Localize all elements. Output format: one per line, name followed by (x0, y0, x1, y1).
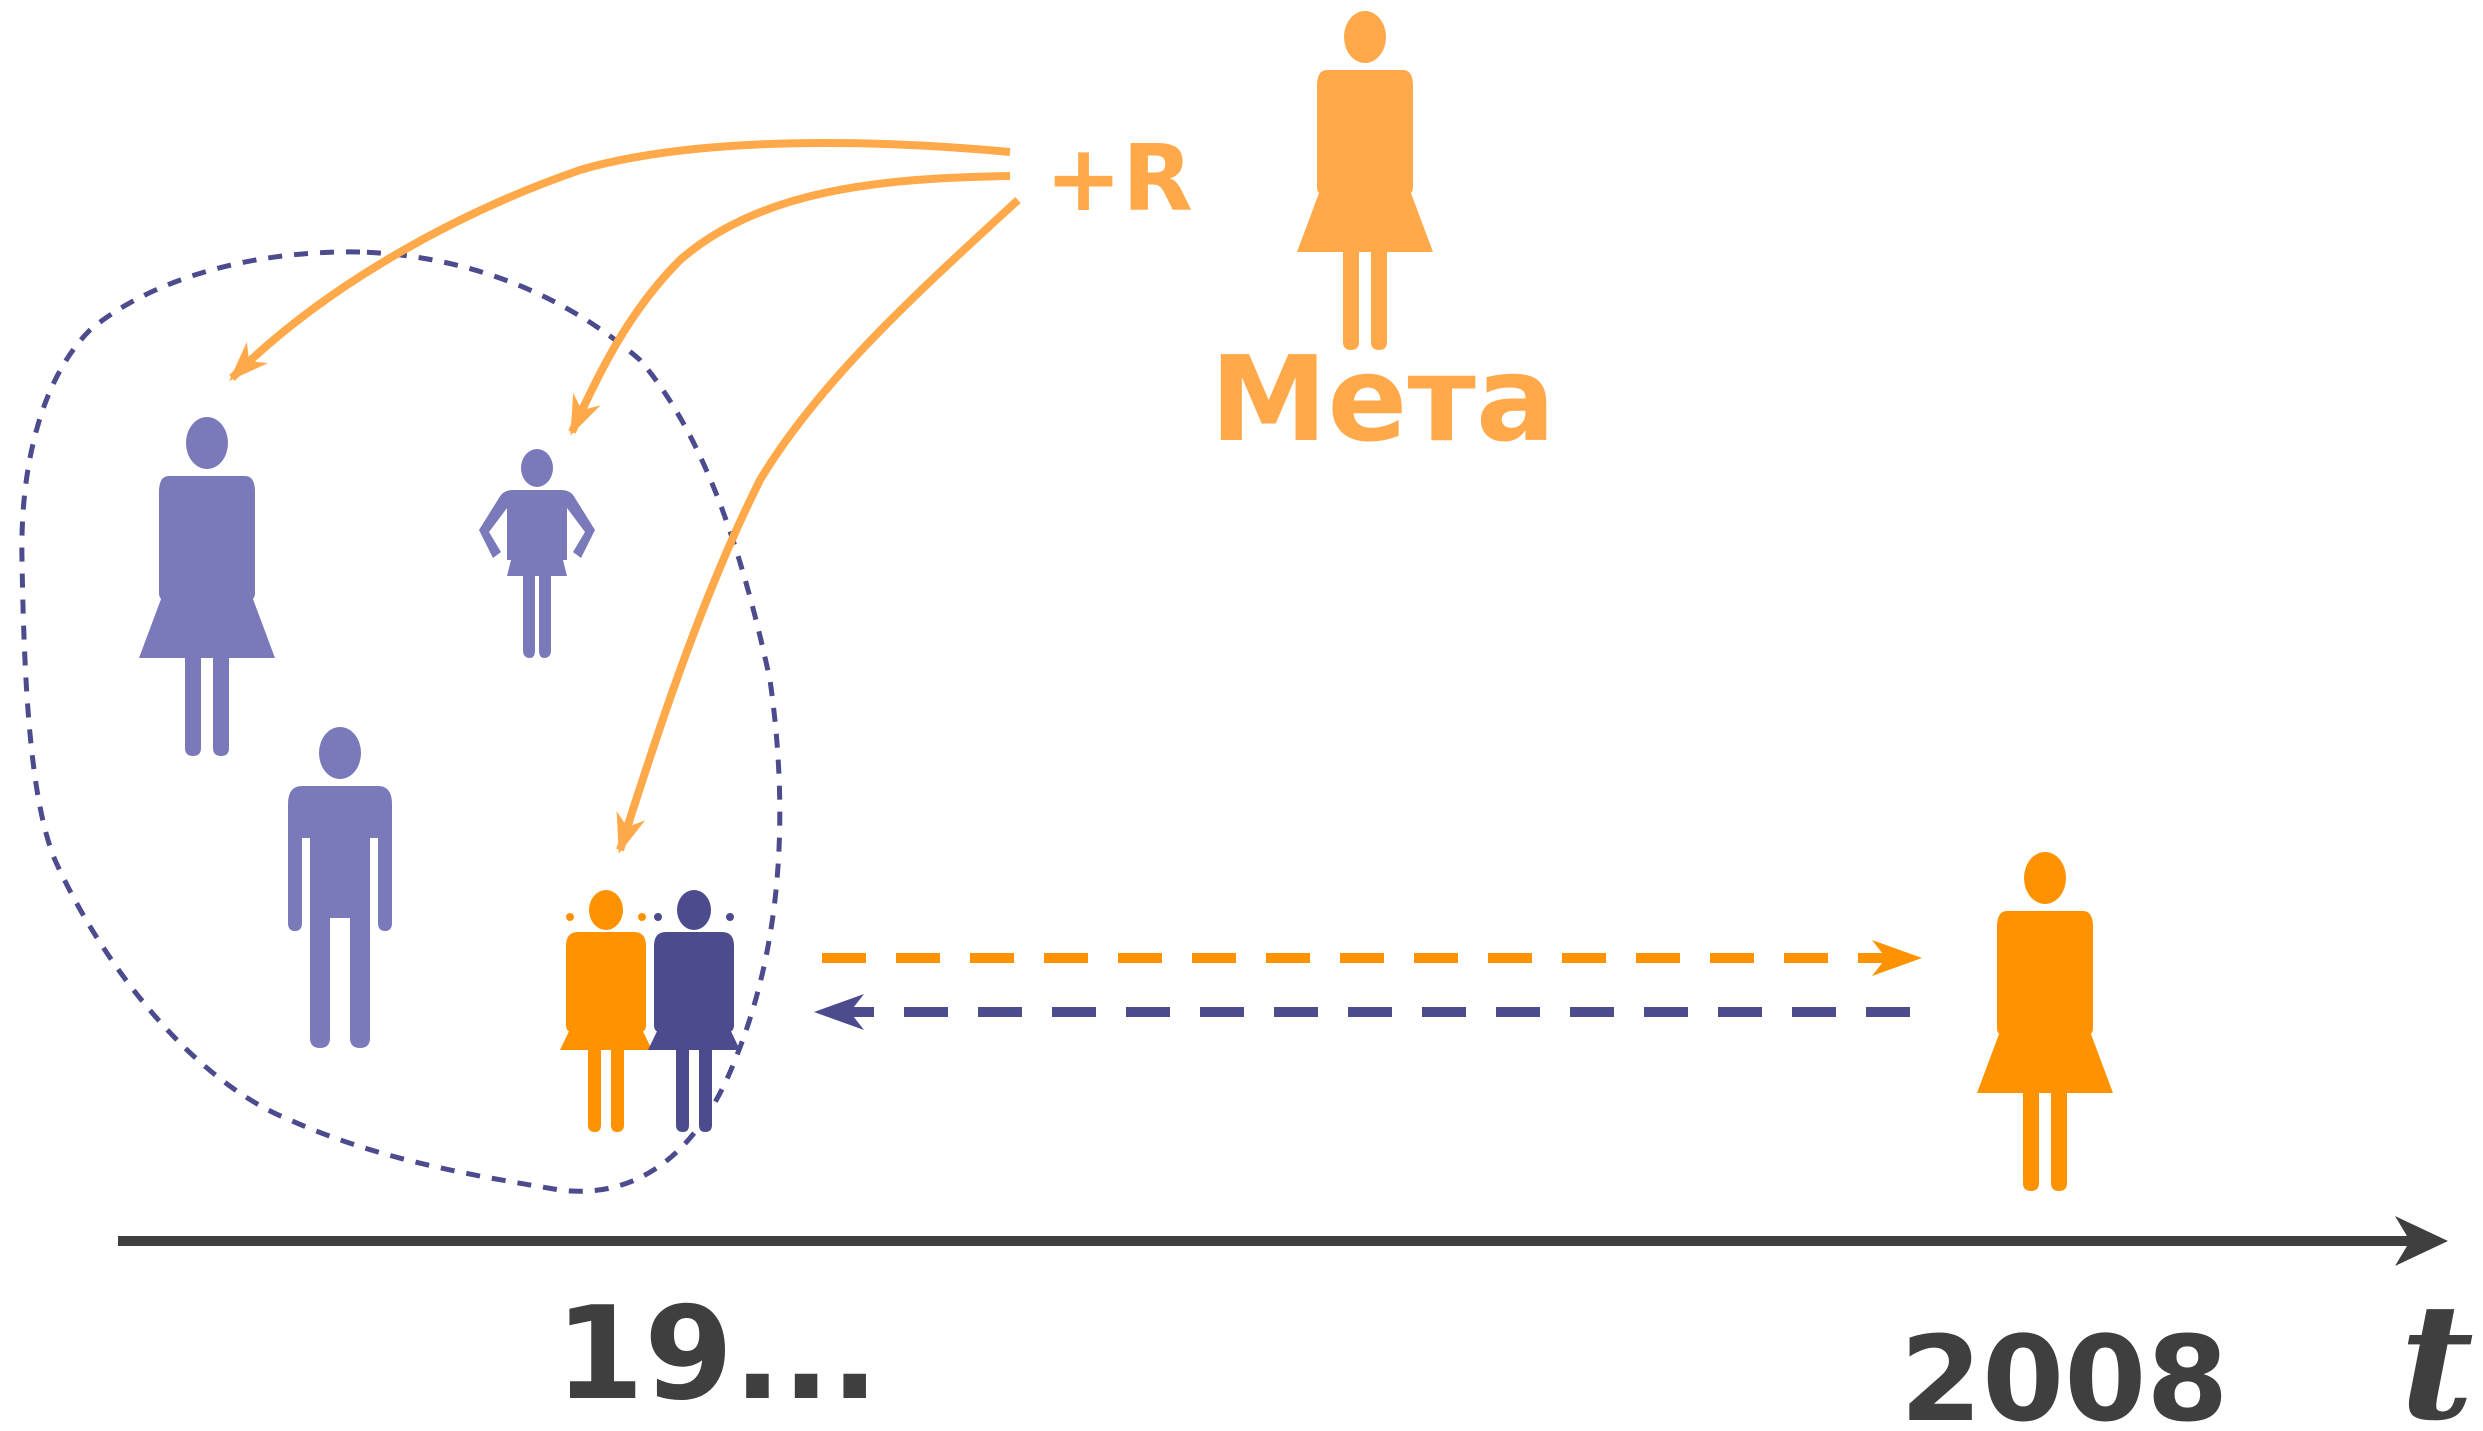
meta-label: Мета (1210, 330, 1555, 468)
twin-girls-icon (560, 890, 740, 1132)
plus-r-label: +R (1045, 125, 1193, 232)
family-outline (19, 249, 783, 1194)
year-start-label: 19... (555, 1280, 879, 1429)
arrow-to-twins (616, 197, 1021, 854)
man-icon (288, 727, 392, 1048)
woman-2008-icon (1977, 852, 2113, 1191)
meta-woman-icon (1297, 11, 1433, 350)
axis-t-label: t (2400, 1268, 2474, 1431)
girl-icon (479, 449, 595, 658)
year-end-label: 2008 (1900, 1310, 2228, 1431)
arrow-to-mother (229, 139, 1011, 381)
arrow-to-girl (568, 172, 1011, 436)
woman-icon (139, 417, 275, 756)
time-axis-arrowhead (2395, 1216, 2448, 1266)
